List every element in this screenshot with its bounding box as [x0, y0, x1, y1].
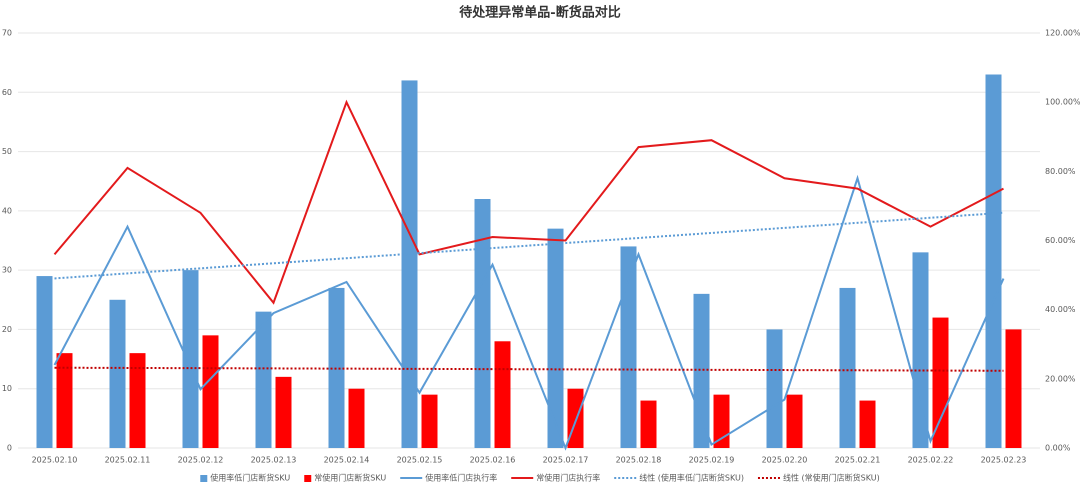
- x-tick-label: 2025.02.22: [908, 456, 954, 465]
- bar: [713, 394, 730, 448]
- x-tick-label: 2025.02.18: [616, 456, 662, 465]
- bar: [640, 400, 657, 448]
- bar: [348, 388, 365, 448]
- bar: [547, 228, 564, 448]
- bar: [839, 287, 856, 448]
- x-tick-label: 2025.02.13: [251, 456, 297, 465]
- x-tick-label: 2025.02.16: [470, 456, 516, 465]
- bar: [912, 252, 929, 448]
- y-tick-label: 0: [7, 444, 12, 453]
- bar: [109, 299, 126, 448]
- legend-label: 线性 (常使用门店断货SKU): [783, 473, 880, 483]
- bar: [932, 317, 949, 448]
- x-tick-label: 2025.02.17: [543, 456, 589, 465]
- x-tick-label: 2025.02.12: [178, 456, 224, 465]
- legend-item: 线性 (使用率低门店断货SKU): [614, 473, 744, 483]
- bar: [202, 335, 219, 448]
- bar: [766, 329, 783, 448]
- bar: [859, 400, 876, 448]
- bar: [474, 199, 491, 448]
- legend-swatch: [304, 475, 312, 482]
- x-tick-label: 2025.02.15: [397, 456, 443, 465]
- bar: [255, 311, 272, 448]
- legend-item: 常使用门店断货SKU: [304, 473, 386, 483]
- y-tick-label: 50: [2, 147, 12, 156]
- legend-label: 线性 (使用率低门店断货SKU): [639, 473, 744, 483]
- bar: [401, 80, 418, 448]
- x-tick-label: 2025.02.19: [689, 456, 735, 465]
- chart-title: 待处理异常单品-断货品对比: [458, 5, 620, 21]
- bar: [275, 376, 292, 448]
- line: [53, 174, 1005, 451]
- legend-label: 使用率低门店断货SKU: [210, 473, 290, 483]
- x-tick-label: 2025.02.21: [835, 456, 881, 465]
- y-tick-label: 30: [2, 266, 12, 275]
- x-tick-label: 2025.02.23: [981, 456, 1027, 465]
- x-tick-label: 2025.02.10: [32, 456, 78, 465]
- y-tick-label: 40: [2, 206, 12, 215]
- y-tick-label: 70: [2, 29, 12, 38]
- y2-tick-label: 120.00%: [1045, 29, 1080, 38]
- legend-label: 使用率低门店执行率: [425, 473, 497, 483]
- bar: [1005, 329, 1022, 448]
- y-tick-label: 10: [2, 384, 12, 393]
- y2-tick-label: 80.00%: [1045, 167, 1076, 176]
- legend-item: 使用率低门店执行率: [400, 473, 497, 483]
- y-tick-label: 20: [2, 325, 12, 334]
- bar: [693, 293, 710, 448]
- legend-swatch: [200, 475, 208, 482]
- legend-label: 常使用门店断货SKU: [314, 473, 386, 483]
- y2-tick-label: 60.00%: [1045, 236, 1076, 245]
- bar: [494, 341, 511, 448]
- legend-item: 线性 (常使用门店断货SKU): [757, 473, 880, 483]
- bar: [985, 74, 1002, 448]
- x-tick-label: 2025.02.14: [324, 456, 370, 465]
- bar: [56, 353, 73, 448]
- bar: [421, 394, 438, 448]
- bar: [36, 276, 53, 448]
- y2-tick-label: 100.00%: [1045, 98, 1080, 107]
- y-tick-label: 60: [2, 88, 12, 97]
- y2-tick-label: 40.00%: [1045, 305, 1076, 314]
- bar: [786, 394, 803, 448]
- legend-label: 常使用门店执行率: [536, 473, 600, 483]
- y2-tick-label: 20.00%: [1045, 374, 1076, 383]
- bar: [129, 353, 146, 448]
- trendline: [54, 211, 1004, 280]
- bar: [182, 270, 199, 448]
- line: [53, 99, 1004, 305]
- y2-tick-label: 0.00%: [1045, 444, 1071, 453]
- legend-item: 使用率低门店断货SKU: [200, 473, 290, 483]
- x-tick-label: 2025.02.11: [105, 456, 151, 465]
- bar: [620, 246, 637, 448]
- legend-item: 常使用门店执行率: [511, 473, 600, 483]
- x-tick-label: 2025.02.20: [762, 456, 808, 465]
